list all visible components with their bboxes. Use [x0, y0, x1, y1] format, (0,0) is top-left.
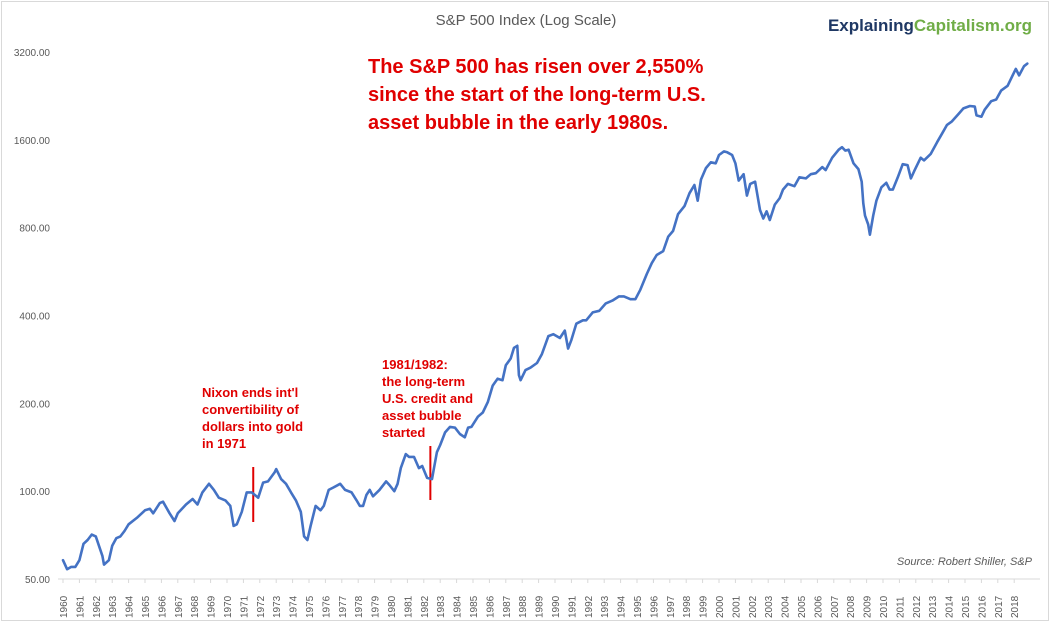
x-tick-label: 1982	[420, 595, 431, 618]
nixon-annotation-line: in 1971	[202, 436, 247, 451]
y-tick-label: 400.00	[19, 312, 50, 323]
brand-part-2: Capitalism.org	[913, 16, 1032, 35]
y-tick-label: 100.00	[19, 487, 50, 498]
x-tick-label: 1971	[239, 595, 250, 618]
x-tick-label: 2002	[748, 595, 759, 618]
x-tick-label: 1991	[567, 595, 578, 618]
y-tick-label: 1600.00	[14, 136, 51, 147]
x-tick-label: 2006	[813, 595, 824, 618]
x-tick-label: 1967	[174, 595, 185, 618]
x-tick-label: 1980	[387, 595, 398, 618]
x-tick-label: 1970	[223, 595, 234, 618]
source-note: Source: Robert Shiller, S&P	[896, 556, 1032, 568]
x-tick-label: 1988	[518, 595, 529, 618]
bubble-annotation-line: started	[382, 425, 426, 440]
x-tick-label: 1979	[371, 595, 382, 618]
x-tick-label: 1995	[633, 595, 644, 618]
x-tick-label: 1993	[600, 595, 611, 618]
x-tick-label: 1968	[190, 595, 201, 618]
y-tick-label: 200.00	[19, 399, 50, 410]
x-tick-label: 2017	[994, 595, 1005, 618]
x-tick-label: 1992	[584, 595, 595, 618]
x-tick-label: 1966	[157, 595, 168, 618]
x-tick-label: 1969	[207, 595, 218, 618]
x-tick-label: 1994	[617, 595, 628, 618]
x-tick-label: 1997	[666, 595, 677, 618]
headline-annotation: The S&P 500 has risen over 2,550% since …	[368, 53, 808, 137]
x-tick-label: 1996	[649, 595, 660, 618]
x-tick-label: 1962	[92, 595, 103, 618]
x-tick-label: 1984	[453, 595, 464, 618]
x-tick-label: 1972	[256, 595, 267, 618]
x-tick-label: 1999	[699, 595, 710, 618]
headline-line: since the start of the long-term U.S.	[368, 84, 706, 106]
x-tick-label: 2000	[715, 595, 726, 618]
x-tick-label: 1986	[485, 595, 496, 618]
sp500-series-line	[61, 62, 1029, 571]
x-tick-label: 1973	[272, 595, 283, 618]
brand-logo-text: ExplainingCapitalism.org	[828, 16, 1032, 36]
x-tick-label: 1974	[289, 595, 300, 618]
bubble-annotation-line: U.S. credit and	[382, 391, 474, 406]
x-tick-label: 2005	[797, 595, 808, 618]
x-tick-label: 2011	[895, 596, 906, 618]
x-tick-label: 2018	[1010, 595, 1021, 618]
y-tick-label: 800.00	[19, 224, 50, 235]
nixon-annotation-line: convertibility of	[202, 402, 299, 417]
x-tick-label: 1998	[682, 595, 693, 618]
x-tick-label: 2014	[945, 595, 956, 618]
x-tick-label: 1960	[59, 595, 70, 618]
x-tick-label: 1989	[535, 595, 546, 618]
bubble-annotation-line: the long-term	[382, 374, 466, 389]
x-tick-label: 2009	[863, 595, 874, 618]
x-tick-label: 2003	[764, 595, 775, 618]
headline-line: asset bubble in the early 1980s.	[368, 112, 669, 134]
x-tick-label: 1963	[108, 595, 119, 618]
x-tick-label: 1977	[338, 595, 349, 618]
x-tick-label: 1978	[354, 595, 365, 618]
y-tick-label: 3200.00	[14, 48, 51, 59]
x-tick-label: 2012	[912, 595, 923, 618]
x-tick-label: 1987	[502, 595, 513, 618]
x-tick-label: 2001	[731, 595, 742, 618]
bubble-annotation-line: asset bubble	[382, 408, 462, 423]
chart-title: S&P 500 Index (Log Scale)	[435, 12, 617, 29]
x-tick-label: 2015	[961, 595, 972, 618]
nixon-annotation: Nixon ends int'l convertibility of dolla…	[202, 384, 342, 452]
headline-line: The S&P 500 has risen over 2,550%	[368, 56, 704, 78]
x-tick-label: 1976	[321, 595, 332, 618]
x-tick-label: 2004	[781, 595, 792, 618]
x-tick-label: 1985	[469, 595, 480, 618]
brand-part-1: Explaining	[827, 16, 914, 35]
nixon-annotation-line: Nixon ends int'l	[202, 385, 299, 400]
x-tick-label: 1990	[551, 595, 562, 618]
x-tick-label: 2016	[977, 595, 988, 618]
x-tick-label: 2013	[928, 595, 939, 618]
x-tick-label: 2007	[830, 595, 841, 618]
x-tick-label: 2010	[879, 595, 890, 618]
x-tick-label: 1964	[125, 595, 136, 618]
x-tick-label: 1965	[141, 595, 152, 618]
x-tick-label: 1981	[403, 595, 414, 618]
bubble-annotation-line: 1981/1982:	[382, 357, 448, 372]
y-tick-label: 50.00	[25, 575, 50, 586]
x-tick-label: 2008	[846, 595, 857, 618]
x-tick-label: 1961	[75, 595, 86, 618]
nixon-annotation-line: dollars into gold	[202, 419, 304, 434]
x-tick-label: 1983	[436, 595, 447, 618]
x-tick-label: 1975	[305, 595, 316, 618]
bubble-annotation: 1981/1982: the long-term U.S. credit and…	[382, 356, 502, 441]
